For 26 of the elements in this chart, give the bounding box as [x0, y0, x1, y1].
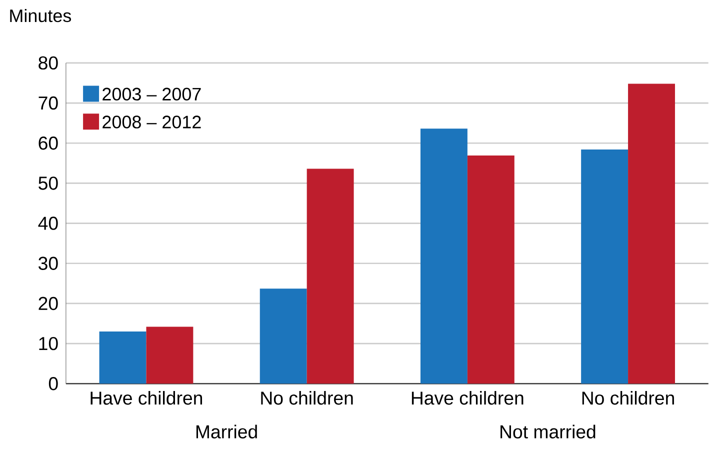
bar [467, 156, 514, 384]
y-tick-label: 20 [38, 297, 58, 310]
bar [260, 288, 307, 384]
x-tick-label: No children [582, 391, 674, 405]
text: Not married [500, 424, 596, 439]
bar [581, 150, 628, 384]
y-tick-label: 60 [38, 136, 58, 150]
bar [420, 128, 468, 384]
legend-label: 2003 – 2007 [102, 88, 201, 101]
y-tick-label: 70 [38, 96, 58, 110]
y-tick-label: 0 [48, 377, 58, 390]
x-tick-label: Have children [412, 391, 524, 405]
bar [146, 326, 194, 384]
x-tick-label: Have children [90, 391, 202, 405]
bar [628, 84, 675, 384]
y-tick-label: 10 [39, 337, 58, 350]
legend-label: 2008 – 2012 [102, 116, 201, 129]
bar [306, 168, 354, 384]
y-tick-label: 50 [38, 176, 58, 190]
y-axis-title: Minutes [10, 9, 72, 22]
x-tick-label: No children [261, 391, 353, 405]
y-tick-label: 40 [38, 216, 58, 230]
y-tick-label: 80 [38, 56, 58, 70]
bar [99, 332, 146, 384]
y-tick-label: 30 [38, 256, 58, 270]
text: Married [196, 424, 257, 439]
